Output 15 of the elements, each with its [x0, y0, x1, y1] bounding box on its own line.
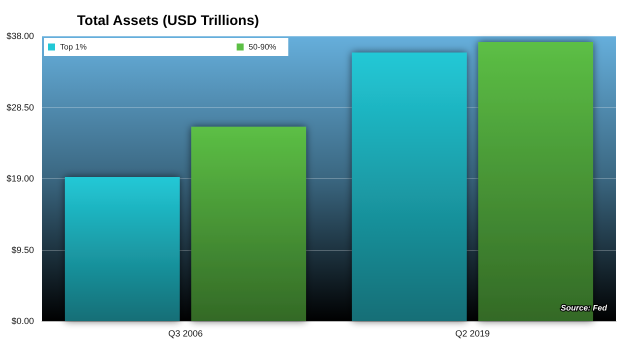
- y-tick-label: $28.50: [6, 102, 34, 112]
- legend-label: 50-90%: [248, 42, 276, 52]
- x-tick-label: Q2 2019: [455, 328, 490, 338]
- bar: [352, 52, 467, 321]
- y-tick-label: $9.50: [11, 244, 34, 255]
- bar: [64, 177, 180, 321]
- annotation: Source: Fed: [560, 304, 608, 312]
- chart-title: Total Assets (USD Trillions): [77, 12, 260, 28]
- y-tick-label: $19.00: [6, 174, 34, 184]
- x-tick-label: Q3 2006: [168, 328, 203, 338]
- bar: [478, 42, 594, 321]
- y-tick-label: $38.00: [6, 31, 34, 41]
- y-tick-label: $0.00: [11, 316, 34, 326]
- legend-label: Top 1%: [60, 42, 87, 52]
- bar: [191, 126, 306, 321]
